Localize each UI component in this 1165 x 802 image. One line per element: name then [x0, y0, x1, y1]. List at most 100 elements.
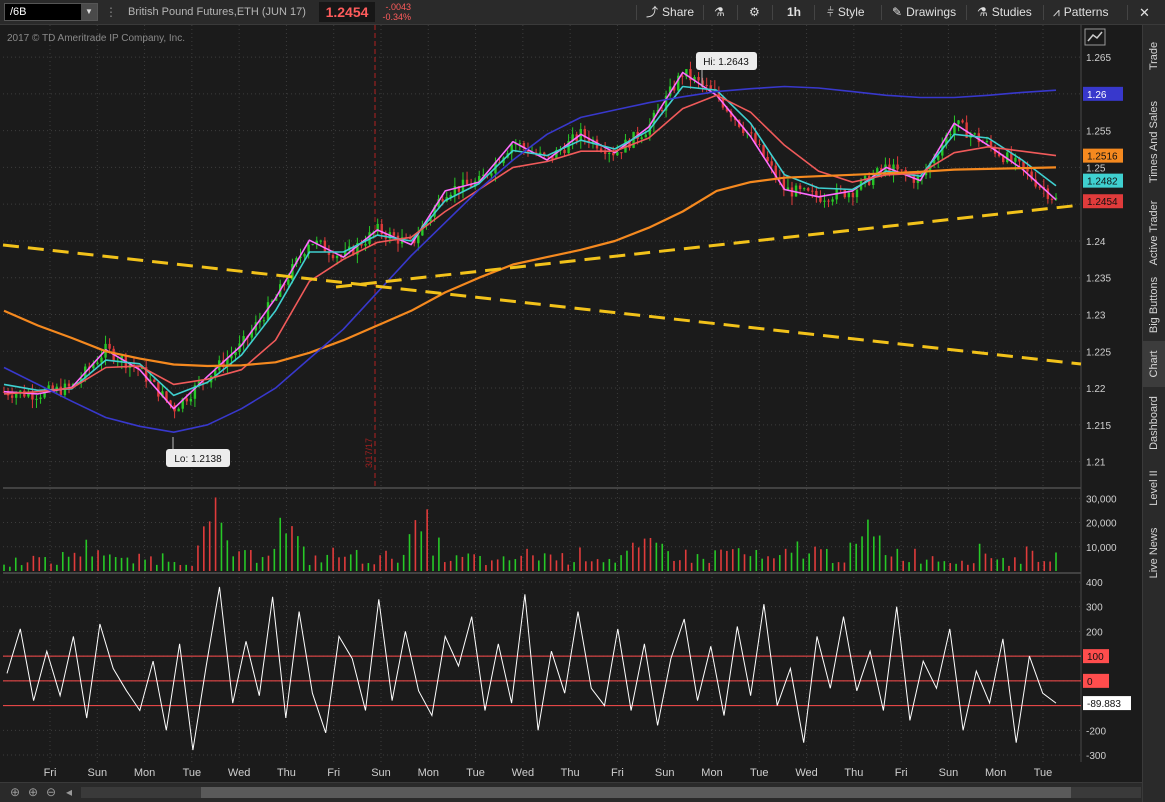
volume-bar — [261, 557, 264, 571]
volume-bar — [297, 536, 299, 571]
symbol-value[interactable]: /6B — [10, 6, 27, 18]
candle-body — [945, 134, 948, 145]
candle-body — [453, 186, 457, 195]
candle-body — [750, 132, 753, 134]
volume-bar — [314, 555, 317, 571]
toolbar-divider — [636, 5, 637, 20]
volume-bar — [990, 558, 993, 571]
candle-body — [10, 395, 14, 398]
volume-bar — [626, 550, 628, 571]
candle-body — [863, 175, 867, 180]
close-button[interactable]: ✕ — [1139, 3, 1150, 22]
volume-bar — [949, 563, 952, 571]
candle-body — [482, 174, 485, 177]
volume-bar — [731, 549, 734, 571]
volume-bar — [344, 556, 346, 571]
candle-body — [473, 181, 477, 187]
right-sidebar: Trade Times And Sales Active Trader Big … — [1142, 25, 1165, 802]
volume-bar — [473, 554, 475, 571]
trendline-descending[interactable] — [2, 243, 1082, 366]
settings-button[interactable]: ⚙ — [749, 3, 760, 22]
share-button[interactable]: ⤴ Share — [646, 3, 694, 22]
share-icon: ⤴ — [646, 5, 659, 19]
candle-body — [100, 357, 103, 363]
volume-bar — [514, 559, 517, 571]
toolbar-divider — [966, 5, 967, 20]
candle-body — [900, 169, 903, 171]
patterns-label: Patterns — [1063, 5, 1109, 19]
volume-bar — [1031, 550, 1034, 571]
time-tick-label: Mon — [418, 767, 439, 779]
symbol-selector[interactable]: /6B ▼ — [4, 3, 98, 21]
time-tick-label: Wed — [795, 767, 817, 779]
candle-body — [965, 122, 968, 138]
volume-axis[interactable]: 30,000 20,000 10,000 — [1086, 494, 1117, 553]
link-icon[interactable]: ⋮ — [105, 5, 117, 19]
tab-live-news[interactable]: Live News — [1143, 517, 1165, 589]
volume-bar — [1008, 565, 1010, 571]
chevron-down-icon[interactable]: ▼ — [81, 4, 97, 20]
candle-body — [327, 251, 331, 255]
volume-bar — [878, 535, 881, 571]
tab-times-and-sales[interactable]: Times And Sales — [1143, 87, 1165, 197]
style-button[interactable]: ⫩ Style — [827, 3, 865, 22]
moving-average-line — [3, 85, 1057, 434]
candle-body — [335, 256, 339, 259]
candles-icon: ⫩ — [827, 5, 834, 19]
cci-tick-label: -300 — [1086, 751, 1106, 762]
candle-body — [193, 385, 197, 399]
candle-body — [770, 161, 773, 166]
time-tick-label: Tue — [750, 767, 769, 779]
time-scrollbar[interactable] — [81, 787, 1141, 798]
patterns-button[interactable]: ⩘ Patterns — [1053, 3, 1108, 22]
candle-body — [640, 137, 643, 140]
candle-body — [973, 133, 976, 135]
time-tick-label: Mon — [134, 767, 155, 779]
volume-bar — [214, 497, 217, 571]
volume-bar — [279, 517, 282, 571]
time-axis[interactable]: Fri Sun Mon Tue Wed Thu Fri Sun Mon Tue Wed Thu Fri S… — [44, 767, 1053, 779]
drawings-button[interactable]: ✎ Drawings — [892, 3, 956, 22]
zoom-out-icon[interactable]: ⊖ — [45, 785, 57, 799]
candle-body — [1010, 152, 1013, 162]
date-marker-label: 3/17/17 — [364, 438, 374, 468]
volume-tick-label: 30,000 — [1086, 494, 1117, 505]
candle-body — [766, 156, 769, 162]
candle-body — [157, 382, 160, 397]
flask-button[interactable]: ⚗ — [714, 3, 725, 22]
tab-trade[interactable]: Trade — [1143, 25, 1165, 87]
pan-icon[interactable]: ◂ — [65, 785, 73, 799]
volume-bar — [996, 559, 999, 571]
volume-bar — [937, 561, 940, 571]
zoom-in-icon[interactable]: ⊕ — [9, 785, 21, 799]
volume-bar — [79, 556, 82, 571]
chart-plot-area[interactable]: 2017 © TD Ameritrade IP Company, Inc. 3/… — [0, 25, 1142, 782]
volume-bar — [373, 564, 376, 571]
volume-bar — [902, 560, 904, 571]
timeframe-button[interactable]: 1h — [787, 5, 802, 19]
tab-active-trader[interactable]: Active Trader — [1143, 197, 1165, 269]
candle-body — [880, 168, 883, 171]
volume-bar — [150, 556, 152, 571]
scrollbar-thumb[interactable] — [201, 787, 1071, 798]
candle-body — [291, 263, 294, 280]
price-axis[interactable]: 1.2651.261.2551.251.2451.241.2351.231.22… — [1083, 53, 1123, 469]
volume-bar — [91, 556, 93, 571]
price-tick-label: 1.22 — [1086, 384, 1106, 395]
candle-body — [169, 400, 172, 406]
tab-dashboard[interactable]: Dashboard — [1143, 387, 1165, 459]
candle-body — [307, 244, 310, 255]
volume-bar — [984, 553, 987, 571]
chart-canvas[interactable]: 2017 © TD Ameritrade IP Company, Inc. 3/… — [0, 25, 1142, 782]
price-tick-label: 1.225 — [1086, 347, 1111, 358]
studies-button[interactable]: ⚗ Studies — [977, 3, 1032, 22]
tab-chart[interactable]: Chart — [1143, 341, 1165, 387]
candle-body — [729, 111, 733, 118]
candle-body — [144, 367, 148, 382]
price-marker-label: 1.2482 — [1087, 177, 1118, 188]
tab-level-ii[interactable]: Level II — [1143, 459, 1165, 517]
tab-big-buttons[interactable]: Big Buttons — [1143, 269, 1165, 341]
zoom-in-icon[interactable]: ⊕ — [27, 785, 39, 799]
chart-settings-icon[interactable] — [1084, 28, 1106, 46]
